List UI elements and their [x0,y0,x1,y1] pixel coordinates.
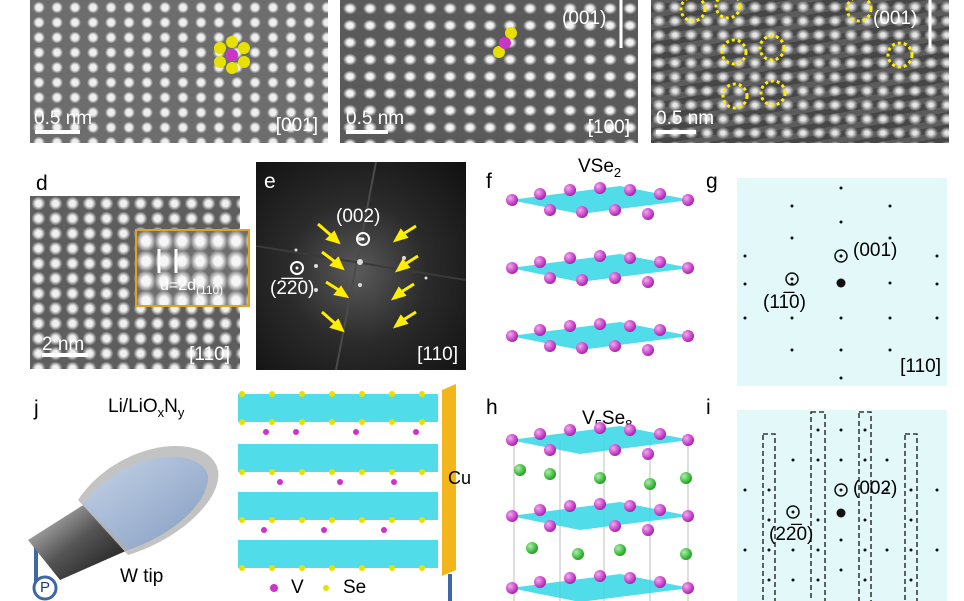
inset-spacing-label: d=2d(110) [160,277,224,298]
legend-se-label: Se [343,577,367,598]
panel-h-letter: h [486,396,498,419]
scale-bar [42,353,88,357]
zone-axis-label: [110] [417,344,458,365]
scale-label: 0.5 nm [346,108,405,129]
zone-axis-label: [110] [189,344,230,365]
scale-label: 0.5 nm [34,108,93,129]
v5se8-layer-3 [506,570,694,601]
panel-e-overlay [256,162,466,370]
scale-label: 0.5 nm [656,108,715,129]
lattice-spacing-marker [157,249,178,273]
panel-g-diffraction-pattern: (001) (11̅0) [110] [737,178,947,386]
coating-label: Li/LiOxNy [108,396,185,420]
probe-label: P [40,579,51,596]
intercalated-v-atoms [514,464,692,560]
panel-i-spots [743,411,939,601]
panel-d-letter: d [36,172,48,195]
spot-002-label: (002) [853,478,898,499]
panel-b-overlay [493,0,623,58]
spot-002-label: (002) [336,206,381,227]
plane-label: (001) [873,8,918,29]
panel-g-spots [743,186,939,380]
panel-f-letter: f [486,170,492,193]
vse2-layer-3 [506,318,694,356]
spot-001-label: (001) [853,240,898,261]
v5se8-layer-2 [506,498,694,536]
vse2-formula: VSe2 [578,156,622,180]
panel-e-letter: e [264,170,276,193]
panel-c-overlay [679,0,932,110]
plane-label: (001) [562,8,607,29]
panel-a-overlay [214,36,250,74]
scale-bar [346,130,388,134]
scale-bar [656,130,696,134]
w-tip-label: W tip [120,566,164,587]
hexagon-atom-marker [214,36,250,74]
spot-220-label: (2̅2̅0) [270,278,315,299]
panel-g-letter: g [706,170,718,193]
zone-axis-label: [001] [275,115,318,136]
zone-axis-label: [100] [587,117,630,138]
scale-bar [35,130,80,134]
zone-axis-label: [110] [900,356,941,377]
panel-b-stem-image: (001) 0.5 nm [100] [340,0,638,143]
cu-electrode-label: Cu [448,468,472,488]
tungsten-tip-illustration [28,446,219,601]
spot-220-label: (22̅0) [769,524,814,545]
v5se8-layer-1 [506,422,694,460]
panel-j-letter: j [34,397,39,420]
vse2-structure [506,182,694,356]
panel-i-letter: i [706,396,711,419]
scale-label: 2 nm [42,334,85,355]
layered-structure-on-cu [238,384,456,601]
spot-110-label: (11̅0) [763,292,806,313]
panel-e-fft-image: (002) (2̅2̅0) [110] [256,162,466,370]
vse2-layer-1 [506,182,694,220]
v5se8-structure [506,422,694,601]
panel-a-stem-image: 0.5 nm [001] [30,0,328,143]
legend-v-label: V [291,577,304,598]
panel-d-inset: d=2d(110) [135,229,250,307]
panel-i-diffraction-pattern: (002) (22̅0) [737,410,947,601]
vse2-layer-2 [506,250,694,288]
panel-c-stem-image: (001) 0.5 nm [651,0,949,143]
octahedra-layer [238,394,438,568]
